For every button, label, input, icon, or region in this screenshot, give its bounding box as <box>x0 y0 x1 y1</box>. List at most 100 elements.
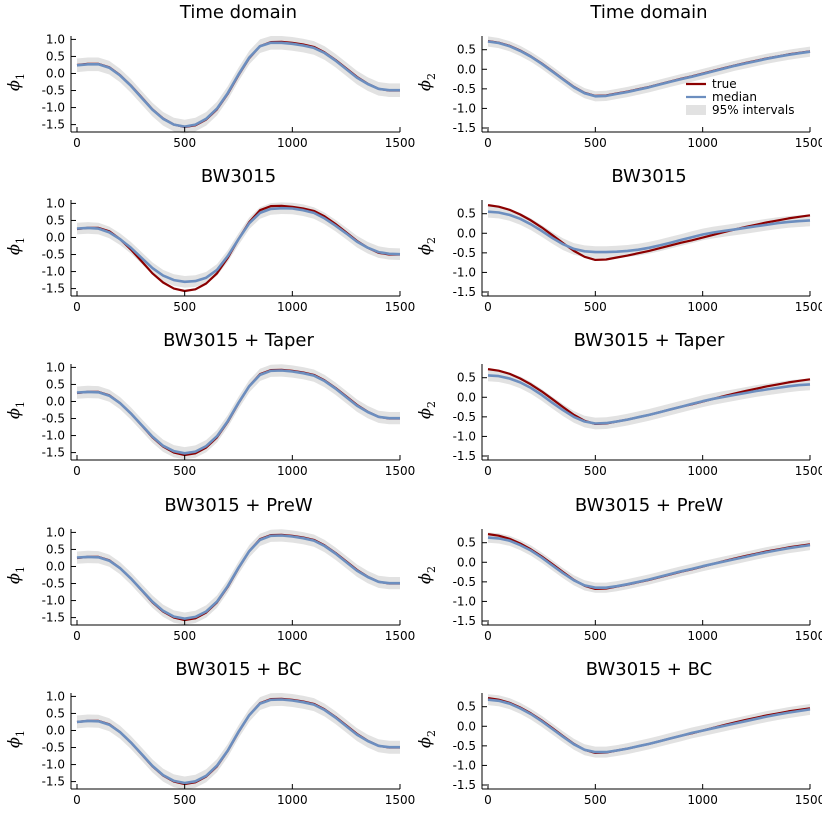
y-axis-label-subscript: 2 <box>425 730 438 737</box>
x-tick-label: 500 <box>173 629 196 643</box>
y-tick-label: 1.0 <box>46 525 65 539</box>
panel-title: BW3015 + BC <box>586 659 712 680</box>
panel-row5-col2: BW3015 + BC 0 500 1000 1500 0.5 0.0 -0.5 -1.0 -1.… <box>415 659 822 807</box>
panel-row3-col2: BW3015 + Taper 0 500 1000 1500 0.5 0.0 -0.5 -1.0… <box>415 330 822 478</box>
y-tick-label: -1.0 <box>42 101 65 115</box>
x-tick-label: 1000 <box>687 136 718 150</box>
series-line-true <box>487 204 811 261</box>
y-axis-label-symbol: ϕ <box>415 737 434 748</box>
y-tick-label: 0.5 <box>46 542 65 556</box>
y-axis-label: ϕ1 <box>4 730 27 748</box>
interval-band <box>488 532 810 593</box>
y-axis-label-symbol: ϕ <box>4 80 23 91</box>
y-tick-label: 1.0 <box>46 360 65 374</box>
y-axis-label: ϕ1 <box>4 401 27 419</box>
y-tick-label: 0.5 <box>46 706 65 720</box>
interval-band <box>77 693 400 790</box>
y-tick-label: -1.5 <box>42 282 65 296</box>
x-tick-label: 0 <box>73 629 81 643</box>
y-tick-label: -1.5 <box>453 121 476 135</box>
y-axis-label-symbol: ϕ <box>4 737 23 748</box>
series-line-median <box>487 536 811 589</box>
y-tick-label: -0.5 <box>453 410 476 424</box>
x-tick-label: 1500 <box>795 300 822 314</box>
x-tick-label: 1000 <box>687 629 718 643</box>
y-tick-label: 0.0 <box>46 66 65 80</box>
y-axis-label-subscript: 2 <box>425 566 438 573</box>
x-tick-label: 1000 <box>277 300 308 314</box>
x-tick-label: 1000 <box>277 629 308 643</box>
panel-row4-col2: BW3015 + PreW 0 500 1000 1500 0.5 0.0 -0.5 -1.0 -… <box>415 495 822 643</box>
legend-swatch-interval <box>686 105 706 115</box>
y-axis-label: ϕ2 <box>415 730 438 748</box>
interval-band <box>77 364 400 460</box>
panel-title: BW3015 <box>611 166 686 187</box>
y-axis-label-subscript: 2 <box>425 237 438 244</box>
panel-row1-col2: Time domain 0 500 1000 1500 0.5 0.0 -0.5 -1.0 -1.… <box>415 2 822 150</box>
series-line-median <box>76 41 400 128</box>
y-axis-label-subscript: 2 <box>425 73 438 80</box>
y-axis-label-subscript: 1 <box>14 73 27 80</box>
x-tick-label: 1000 <box>687 793 718 807</box>
y-axis-label-symbol: ϕ <box>4 408 23 419</box>
y-tick-label: 0.0 <box>46 394 65 408</box>
y-tick-label: -0.5 <box>453 739 476 753</box>
y-tick-label: -1.0 <box>42 594 65 608</box>
y-axis-label-subscript: 1 <box>14 730 27 737</box>
series-line-median <box>76 534 400 620</box>
y-tick-label: 0.0 <box>457 555 476 569</box>
y-axis-label-symbol: ϕ <box>415 80 434 91</box>
y-tick-label: -1.0 <box>453 265 476 279</box>
interval-band <box>488 205 810 258</box>
panel-row3-col1: BW3015 + Taper 0 500 1000 1500 1.0 0.5 0.0 -0.5 -… <box>4 330 415 478</box>
x-tick-label: 1500 <box>385 629 416 643</box>
y-tick-label: -0.5 <box>453 246 476 260</box>
y-axis-label: ϕ1 <box>4 73 27 91</box>
y-tick-label: 0.5 <box>457 207 476 221</box>
x-tick-label: 500 <box>173 464 196 478</box>
y-tick-label: 0.5 <box>46 377 65 391</box>
y-tick-label: 1.0 <box>46 689 65 703</box>
x-tick-label: 500 <box>584 793 607 807</box>
y-tick-label: 1.0 <box>46 32 65 46</box>
x-tick-label: 0 <box>484 629 492 643</box>
y-tick-label: 0.5 <box>46 213 65 227</box>
x-tick-label: 0 <box>484 300 492 314</box>
legend-label: 95% intervals <box>712 103 795 117</box>
y-tick-label: 1.0 <box>46 196 65 210</box>
y-tick-label: -1.0 <box>453 429 476 443</box>
y-tick-label: 0.5 <box>457 43 476 57</box>
x-tick-label: 0 <box>73 793 81 807</box>
panel-row2-col2: BW3015 0 500 1000 1500 0.5 0.0 -0.5 -1.0 -1.5 ϕ2 <box>415 166 822 314</box>
interval-band <box>488 694 810 758</box>
y-axis-label-subscript: 1 <box>14 566 27 573</box>
y-tick-label: -0.5 <box>453 575 476 589</box>
y-tick-label: 0.0 <box>457 62 476 76</box>
y-axis-label: ϕ2 <box>415 73 438 91</box>
x-tick-label: 1500 <box>795 629 822 643</box>
panel-title: BW3015 + PreW <box>575 495 723 516</box>
y-tick-label: -1.5 <box>453 614 476 628</box>
y-tick-label: 0.5 <box>457 371 476 385</box>
panel-row5-col1: BW3015 + BC 0 500 1000 1500 1.0 0.5 0.0 -0.5 -1.0… <box>4 659 415 807</box>
y-tick-label: 0.0 <box>457 226 476 240</box>
y-axis-label: ϕ2 <box>415 566 438 584</box>
x-tick-label: 1500 <box>795 136 822 150</box>
panel-title: BW3015 <box>201 166 276 187</box>
y-tick-label: 0.0 <box>457 390 476 404</box>
x-tick-label: 0 <box>484 464 492 478</box>
y-tick-label: -0.5 <box>453 82 476 96</box>
x-tick-label: 0 <box>484 793 492 807</box>
y-tick-label: -0.5 <box>42 248 65 262</box>
y-tick-label: 0.5 <box>457 536 476 550</box>
x-tick-label: 500 <box>584 464 607 478</box>
y-axis-label-symbol: ϕ <box>415 244 434 255</box>
x-tick-label: 1000 <box>277 464 308 478</box>
legend-label: median <box>712 90 757 104</box>
x-tick-label: 500 <box>584 136 607 150</box>
y-tick-label: -0.5 <box>42 741 65 755</box>
interval-band <box>488 369 810 430</box>
y-tick-label: -1.0 <box>453 758 476 772</box>
